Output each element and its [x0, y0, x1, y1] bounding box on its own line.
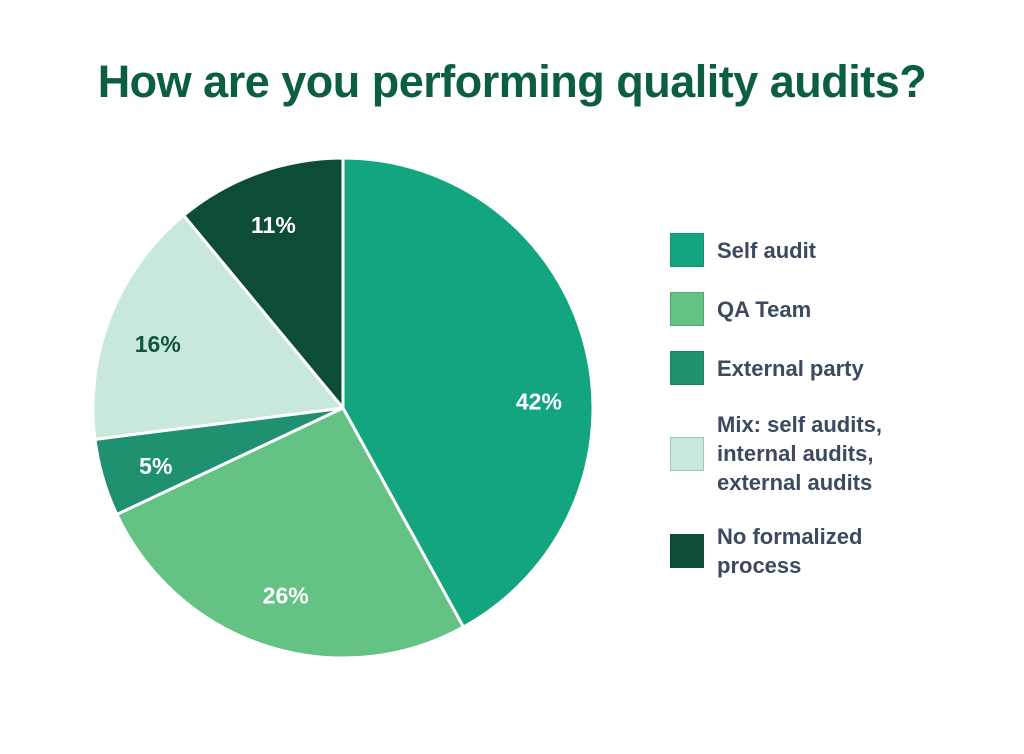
pie-slice	[341, 156, 595, 629]
pie-slice-label: 26%	[263, 582, 309, 608]
legend-swatch	[670, 534, 704, 568]
legend-item: Mix: self audits, internal audits, exter…	[670, 410, 882, 497]
pie-slice-label: 11%	[251, 212, 296, 238]
pie-slice	[182, 156, 345, 410]
legend-label: External party	[717, 355, 864, 381]
legend-item: No formalized process	[670, 522, 882, 580]
chart-title: How are you performing quality audits?	[97, 56, 927, 107]
legend-label: QA Team	[717, 296, 812, 322]
legend: Self audit QA Team External party Mix: self…	[670, 233, 882, 580]
legend-swatch	[670, 436, 704, 471]
legend-swatch	[670, 292, 704, 326]
pie-slice-label: 5%	[139, 453, 172, 479]
legend-item: External party	[670, 351, 882, 385]
legend-swatch	[670, 233, 704, 267]
pie-slice-label: 16%	[135, 331, 181, 357]
legend-label: No formalized process	[717, 524, 863, 578]
pie-slice-label: 42%	[516, 389, 562, 415]
legend-label: Self audit	[717, 237, 817, 263]
pie-slice	[91, 213, 345, 441]
legend-item: Self audit	[670, 233, 882, 267]
legend-label: Mix: self audits, internal audits, exter…	[717, 412, 883, 495]
legend-item: QA Team	[670, 292, 882, 326]
pie-slice	[115, 406, 465, 660]
legend-swatch	[670, 351, 704, 385]
